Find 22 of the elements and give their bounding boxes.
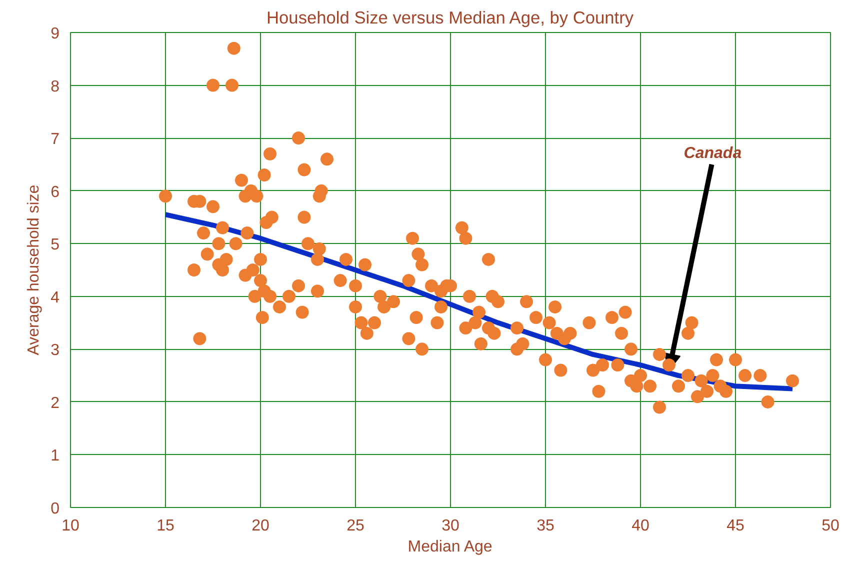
- y-tick-label: 0: [50, 500, 60, 518]
- x-tick-label: 10: [62, 518, 80, 534]
- y-axis-title: Average household size: [26, 184, 43, 356]
- y-tick-label: 4: [50, 289, 60, 306]
- x-tick-label: 15: [156, 518, 174, 534]
- x-tick-label: 25: [346, 518, 364, 534]
- chart-title: Household Size versus Median Age, by Country: [266, 8, 634, 28]
- y-tick-label: 6: [50, 184, 60, 201]
- x-tick-label: 45: [726, 518, 744, 534]
- x-tick-label: 20: [252, 518, 270, 534]
- x-tick-label: 50: [822, 518, 840, 534]
- y-tick-label: 1: [50, 448, 60, 465]
- x-axis-title: Median Age: [408, 538, 492, 556]
- y-tick-label: 3: [50, 342, 60, 360]
- x-tick-label: 30: [442, 518, 460, 534]
- y-tick-label: 5: [50, 236, 60, 254]
- y-tick-label: 7: [50, 131, 60, 148]
- x-tick-label: 35: [536, 518, 554, 534]
- y-tick-label: 2: [50, 394, 60, 412]
- y-tick-label: 9: [50, 26, 60, 42]
- y-tick-label: 8: [50, 78, 60, 96]
- x-tick-label: 40: [632, 518, 650, 534]
